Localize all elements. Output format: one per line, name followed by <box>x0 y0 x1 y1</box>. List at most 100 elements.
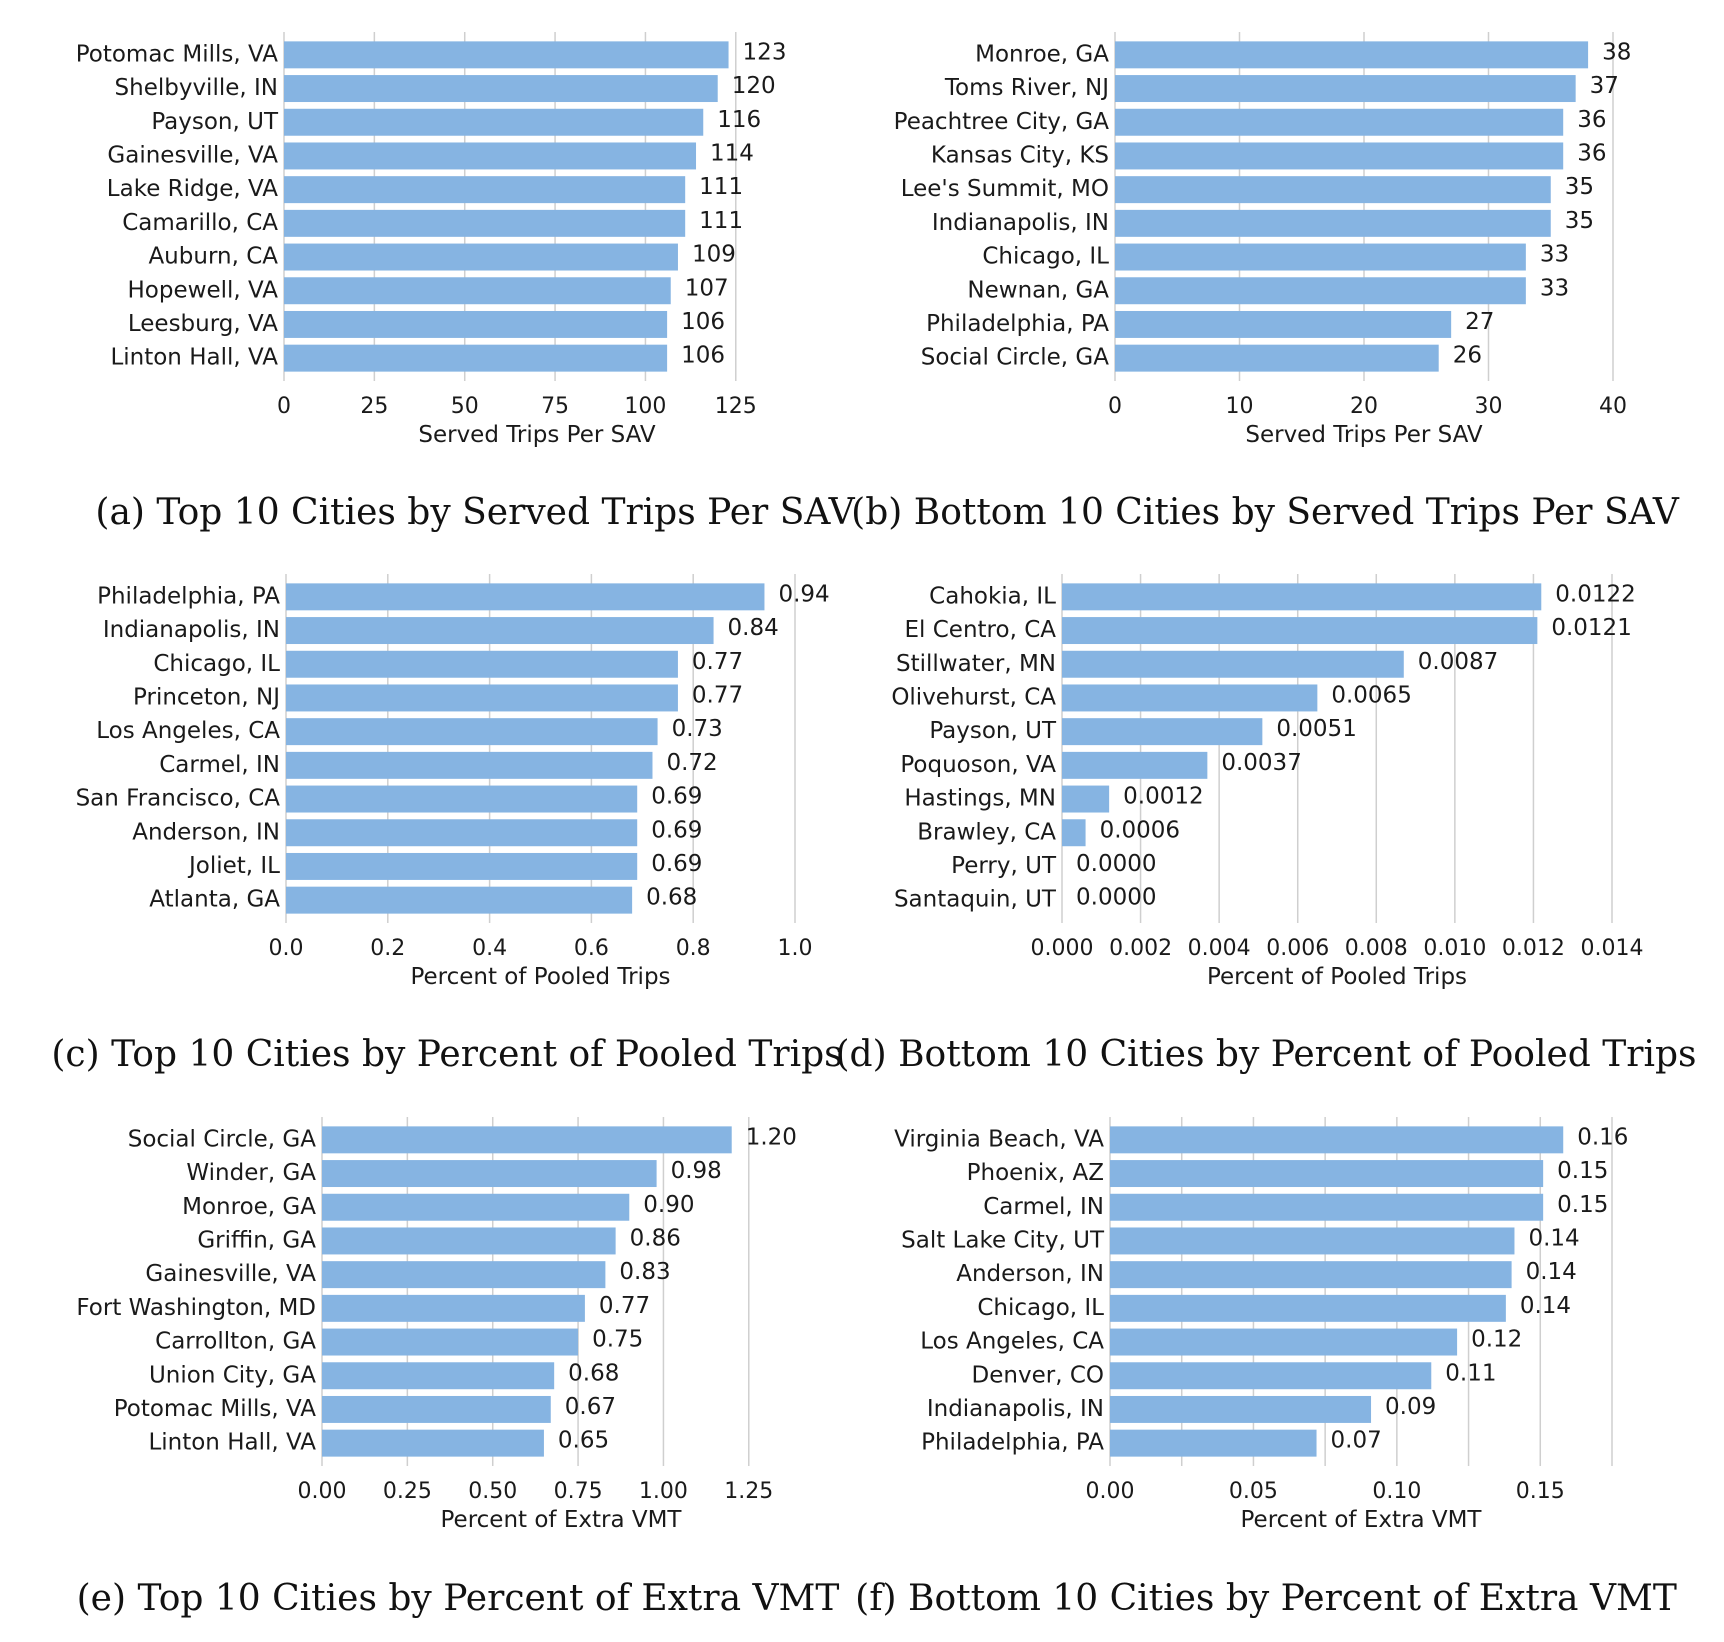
category-label: Monroe, GA <box>182 1194 316 1220</box>
chart-panel-2: Monroe, GA 38 Toms River, NJ 37 Peachtree Ci… <box>851 32 1680 533</box>
data-label: 35 <box>1565 174 1594 200</box>
data-label: 26 <box>1453 343 1482 369</box>
category-label: Philadelphia, PA <box>921 1430 1104 1456</box>
chart-panel-1: Potomac Mills, VA 123 Shelbyville, IN 120 Pa… <box>76 32 856 533</box>
data-label: 0.14 <box>1520 1293 1571 1319</box>
category-label: Chicago, IL <box>153 651 280 677</box>
panel-caption: (d) Bottom 10 Cities by Percent of Poole… <box>835 1034 1696 1075</box>
panel-caption: (e) Top 10 Cities by Percent of Extra VM… <box>77 1578 840 1619</box>
bar <box>1062 751 1208 779</box>
category-label: Fort Washington, MD <box>76 1295 316 1321</box>
bar <box>1110 1362 1432 1390</box>
bar <box>322 1261 606 1289</box>
x-tick-label: 0.004 <box>1188 936 1251 961</box>
data-label: 0.90 <box>643 1192 694 1218</box>
bar <box>284 176 686 204</box>
data-label: 0.72 <box>666 750 717 776</box>
category-label: Union City, GA <box>149 1362 316 1388</box>
category-label: Payson, UT <box>929 718 1057 744</box>
data-label: 0.77 <box>692 682 743 708</box>
x-tick-label: 0.00 <box>298 1479 347 1504</box>
x-tick-label: 20 <box>1350 394 1378 419</box>
x-tick-label: 0 <box>277 394 291 419</box>
data-label: 106 <box>681 309 725 335</box>
category-label: Perry, UT <box>951 853 1057 879</box>
category-label: Monroe, GA <box>975 41 1109 67</box>
bar <box>286 785 638 813</box>
data-label: 0.0122 <box>1555 581 1635 607</box>
bar <box>1110 1160 1544 1188</box>
category-label: Cahokia, IL <box>929 583 1056 609</box>
x-axis-title: Served Trips Per SAV <box>418 422 656 448</box>
bar <box>284 108 704 136</box>
category-label: Los Angeles, CA <box>96 718 280 744</box>
category-label: Carmel, IN <box>159 752 280 778</box>
bar <box>284 75 718 103</box>
bar <box>286 583 765 611</box>
x-axis-title: Percent of Extra VMT <box>441 1507 683 1533</box>
bar <box>1110 1227 1515 1255</box>
data-label: 0.0000 <box>1076 885 1156 911</box>
category-label: Kansas City, KS <box>931 142 1109 168</box>
bar <box>1062 650 1404 678</box>
category-label: Carmel, IN <box>983 1194 1104 1220</box>
panel-caption: (f) Bottom 10 Cities by Percent of Extra… <box>855 1578 1677 1619</box>
data-label: 0.12 <box>1471 1327 1522 1353</box>
data-label: 0.16 <box>1577 1124 1628 1150</box>
x-axis-title: Percent of Extra VMT <box>1241 1507 1483 1533</box>
data-label: 116 <box>717 107 761 133</box>
category-label: Payson, UT <box>151 109 279 135</box>
category-label: Social Circle, GA <box>921 345 1110 371</box>
category-label: Atlanta, GA <box>149 887 280 913</box>
category-label: Salt Lake City, UT <box>901 1227 1105 1253</box>
category-label: Toms River, NJ <box>944 75 1109 101</box>
category-label: Carrollton, GA <box>155 1329 316 1355</box>
category-label: Phoenix, AZ <box>967 1160 1104 1186</box>
data-label: 27 <box>1465 309 1494 335</box>
data-label: 0.0051 <box>1276 716 1356 742</box>
chart-panel-5: Social Circle, GA 1.20 Winder, GA 0.98 Monro… <box>76 1117 839 1619</box>
x-axis-title: Served Trips Per SAV <box>1245 422 1483 448</box>
bar <box>1115 277 1526 305</box>
x-tick-label: 0.50 <box>468 1479 517 1504</box>
data-label: 0.69 <box>651 784 702 810</box>
data-label: 0.84 <box>728 615 779 641</box>
data-label: 109 <box>692 242 736 268</box>
x-tick-label: 0.000 <box>1031 936 1094 961</box>
category-label: Brawley, CA <box>917 819 1056 845</box>
category-label: Lee's Summit, MO <box>901 176 1109 202</box>
bar <box>322 1362 555 1390</box>
bar <box>284 310 668 338</box>
bar <box>1062 718 1263 746</box>
data-label: 0.07 <box>1331 1428 1382 1454</box>
x-tick-label: 0.00 <box>1086 1479 1135 1504</box>
category-label: Newnan, GA <box>967 277 1109 303</box>
bar <box>284 41 729 69</box>
bar <box>322 1294 585 1322</box>
category-label: Potomac Mills, VA <box>114 1396 317 1422</box>
data-label: 0.15 <box>1557 1158 1608 1184</box>
bar <box>1110 1294 1506 1322</box>
x-tick-label: 0 <box>1108 394 1122 419</box>
bar <box>1110 1429 1317 1457</box>
data-label: 120 <box>732 73 776 99</box>
bar <box>322 1193 630 1221</box>
bar <box>286 751 653 779</box>
data-label: 111 <box>699 208 743 234</box>
data-label: 0.68 <box>568 1360 619 1386</box>
category-label: Denver, CO <box>972 1362 1104 1388</box>
category-label: Olivehurst, CA <box>891 684 1056 710</box>
category-label: Chicago, IL <box>977 1295 1104 1321</box>
category-label: Winder, GA <box>186 1160 316 1186</box>
x-tick-label: 1.0 <box>778 936 813 961</box>
bar <box>322 1429 544 1457</box>
x-tick-label: 40 <box>1599 394 1627 419</box>
category-label: Stillwater, MN <box>896 651 1056 677</box>
category-label: Camarillo, CA <box>122 210 278 236</box>
x-tick-label: 0.008 <box>1345 936 1408 961</box>
category-label: Los Angeles, CA <box>920 1329 1104 1355</box>
category-label: Hopewell, VA <box>128 277 279 303</box>
data-label: 0.94 <box>778 581 829 607</box>
category-label: Philadelphia, PA <box>97 583 280 609</box>
bar <box>286 684 678 712</box>
